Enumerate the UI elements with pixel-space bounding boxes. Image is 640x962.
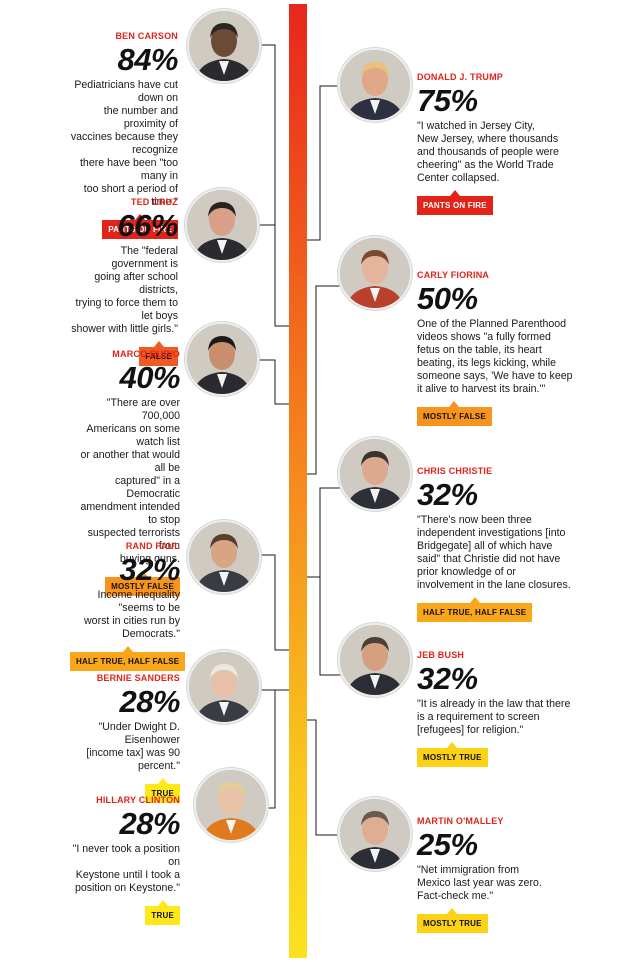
percentage-value: 28% bbox=[119, 684, 180, 719]
candidate-photo bbox=[187, 520, 261, 594]
candidate-quote: One of the Planned Parenthood videos sho… bbox=[417, 318, 573, 395]
portrait-icon bbox=[340, 439, 410, 509]
candidate-photo bbox=[338, 437, 412, 511]
candidate-photo bbox=[185, 322, 259, 396]
candidate-name: JEB BUSH bbox=[417, 650, 465, 660]
candidate-name: MARTIN O'MALLEY bbox=[417, 816, 504, 826]
connector-line bbox=[298, 85, 342, 241]
candidate-entry: BEN CARSON 84% Pediatricians have cut down… bbox=[70, 31, 179, 239]
truth-scale-bar bbox=[289, 4, 307, 958]
candidate-photo bbox=[338, 797, 412, 871]
candidate-quote: "There are over 700,000 Americans on som… bbox=[80, 397, 180, 565]
candidate-name: CHRIS CHRISTIE bbox=[417, 466, 493, 476]
percentage-value: 32% bbox=[417, 661, 478, 696]
candidate-name: BEN CARSON bbox=[115, 31, 178, 41]
portrait-icon bbox=[340, 799, 410, 869]
candidate-name: RAND PAUL bbox=[125, 541, 180, 551]
candidate-photo bbox=[194, 768, 268, 842]
candidate-entry: TED CRUZ 66% The "federal government is go… bbox=[70, 197, 179, 366]
rating-badge: PANTS ON FIRE bbox=[102, 214, 178, 239]
connector-line bbox=[252, 554, 298, 651]
candidate-quote: "It is already in the law that there is … bbox=[417, 698, 571, 736]
rating-badge: MOSTLY TRUE bbox=[417, 908, 488, 933]
candidate-photo bbox=[338, 623, 412, 697]
portrait-icon bbox=[189, 522, 259, 592]
candidate-quote: "Net immigration from Mexico last year w… bbox=[417, 864, 542, 902]
portrait-icon bbox=[340, 50, 410, 120]
candidate-photo bbox=[187, 9, 261, 83]
percentage-value: 75% bbox=[417, 83, 478, 118]
connector-line bbox=[298, 719, 342, 836]
candidate-name: DONALD J. TRUMP bbox=[417, 72, 503, 82]
connector-line bbox=[252, 224, 298, 327]
rating-badge: MOSTLY TRUE bbox=[417, 742, 488, 767]
candidate-quote: "There's now been three independent inve… bbox=[417, 514, 571, 591]
candidate-quote: "I never took a position on Keystone unt… bbox=[72, 843, 180, 894]
rating-badge: TRUE bbox=[145, 900, 180, 925]
portrait-icon bbox=[340, 625, 410, 695]
portrait-icon bbox=[187, 324, 257, 394]
candidate-quote: The "federal government is going after s… bbox=[71, 245, 178, 335]
candidate-entry: JEB BUSH 32% "It is already in the law tha… bbox=[417, 650, 617, 767]
rating-badge: MOSTLY FALSE bbox=[417, 401, 492, 426]
rating-badge: TRUE bbox=[145, 778, 180, 803]
candidate-photo bbox=[338, 48, 412, 122]
candidate-name: MARCO RUBIO bbox=[112, 349, 180, 359]
percentage-value: 25% bbox=[417, 827, 478, 862]
candidate-quote: Pediatricians have cut down on the numbe… bbox=[70, 79, 178, 208]
candidate-name: TED CRUZ bbox=[130, 197, 178, 207]
candidate-photo bbox=[338, 236, 412, 310]
percentage-value: 32% bbox=[119, 552, 180, 587]
portrait-icon bbox=[340, 238, 410, 308]
candidate-entry: CHRIS CHRISTIE 32% "There's now been three… bbox=[417, 466, 617, 622]
percentage-value: 50% bbox=[417, 281, 478, 316]
candidate-quote: "I watched in Jersey City, New Jersey, w… bbox=[417, 120, 559, 184]
percentage-value: 32% bbox=[417, 477, 478, 512]
candidate-photo bbox=[185, 188, 259, 262]
connector-line bbox=[298, 576, 342, 676]
candidate-entry: RAND PAUL 32% Income inequality "seems to … bbox=[70, 541, 186, 671]
portrait-icon bbox=[189, 11, 259, 81]
percentage-value: 40% bbox=[119, 360, 180, 395]
candidate-entry: MARCO RUBIO 40% "There are over 700,000 Am… bbox=[70, 349, 181, 596]
candidate-name: CARLY FIORINA bbox=[417, 270, 490, 280]
rating-badge: HALF TRUE, HALF FALSE bbox=[70, 646, 186, 671]
percentage-value: 66% bbox=[117, 208, 178, 243]
candidate-entry: MARTIN O'MALLEY 25% "Net immigration from … bbox=[417, 816, 617, 933]
candidate-entry: BERNIE SANDERS 28% "Under Dwight D. Eisenh… bbox=[70, 673, 181, 803]
rating-badge: HALF TRUE, HALF FALSE bbox=[417, 597, 533, 622]
rating-badge: FALSE bbox=[139, 341, 178, 366]
connector-line bbox=[252, 359, 298, 405]
percentage-value: 84% bbox=[117, 42, 178, 77]
candidate-name: BERNIE SANDERS bbox=[96, 673, 180, 683]
connector-line bbox=[298, 285, 342, 475]
candidate-quote: Income inequality "seems to be worst in … bbox=[84, 589, 180, 640]
candidate-entry: HILLARY CLINTON 28% "I never took a positi… bbox=[70, 795, 181, 925]
rating-badge: MOSTLY FALSE bbox=[105, 571, 180, 596]
portrait-icon bbox=[187, 190, 257, 260]
portrait-icon bbox=[196, 770, 266, 840]
candidate-name: HILLARY CLINTON bbox=[96, 795, 180, 805]
percentage-value: 28% bbox=[119, 806, 180, 841]
candidate-entry: DONALD J. TRUMP 75% "I watched in Jersey C… bbox=[417, 72, 617, 215]
candidate-photo bbox=[187, 650, 261, 724]
rating-badge: PANTS ON FIRE bbox=[417, 190, 493, 215]
candidate-entry: CARLY FIORINA 50% One of the Planned Paren… bbox=[417, 270, 617, 426]
candidate-quote: "Under Dwight D. Eisenhower [income tax]… bbox=[86, 721, 180, 772]
portrait-icon bbox=[189, 652, 259, 722]
